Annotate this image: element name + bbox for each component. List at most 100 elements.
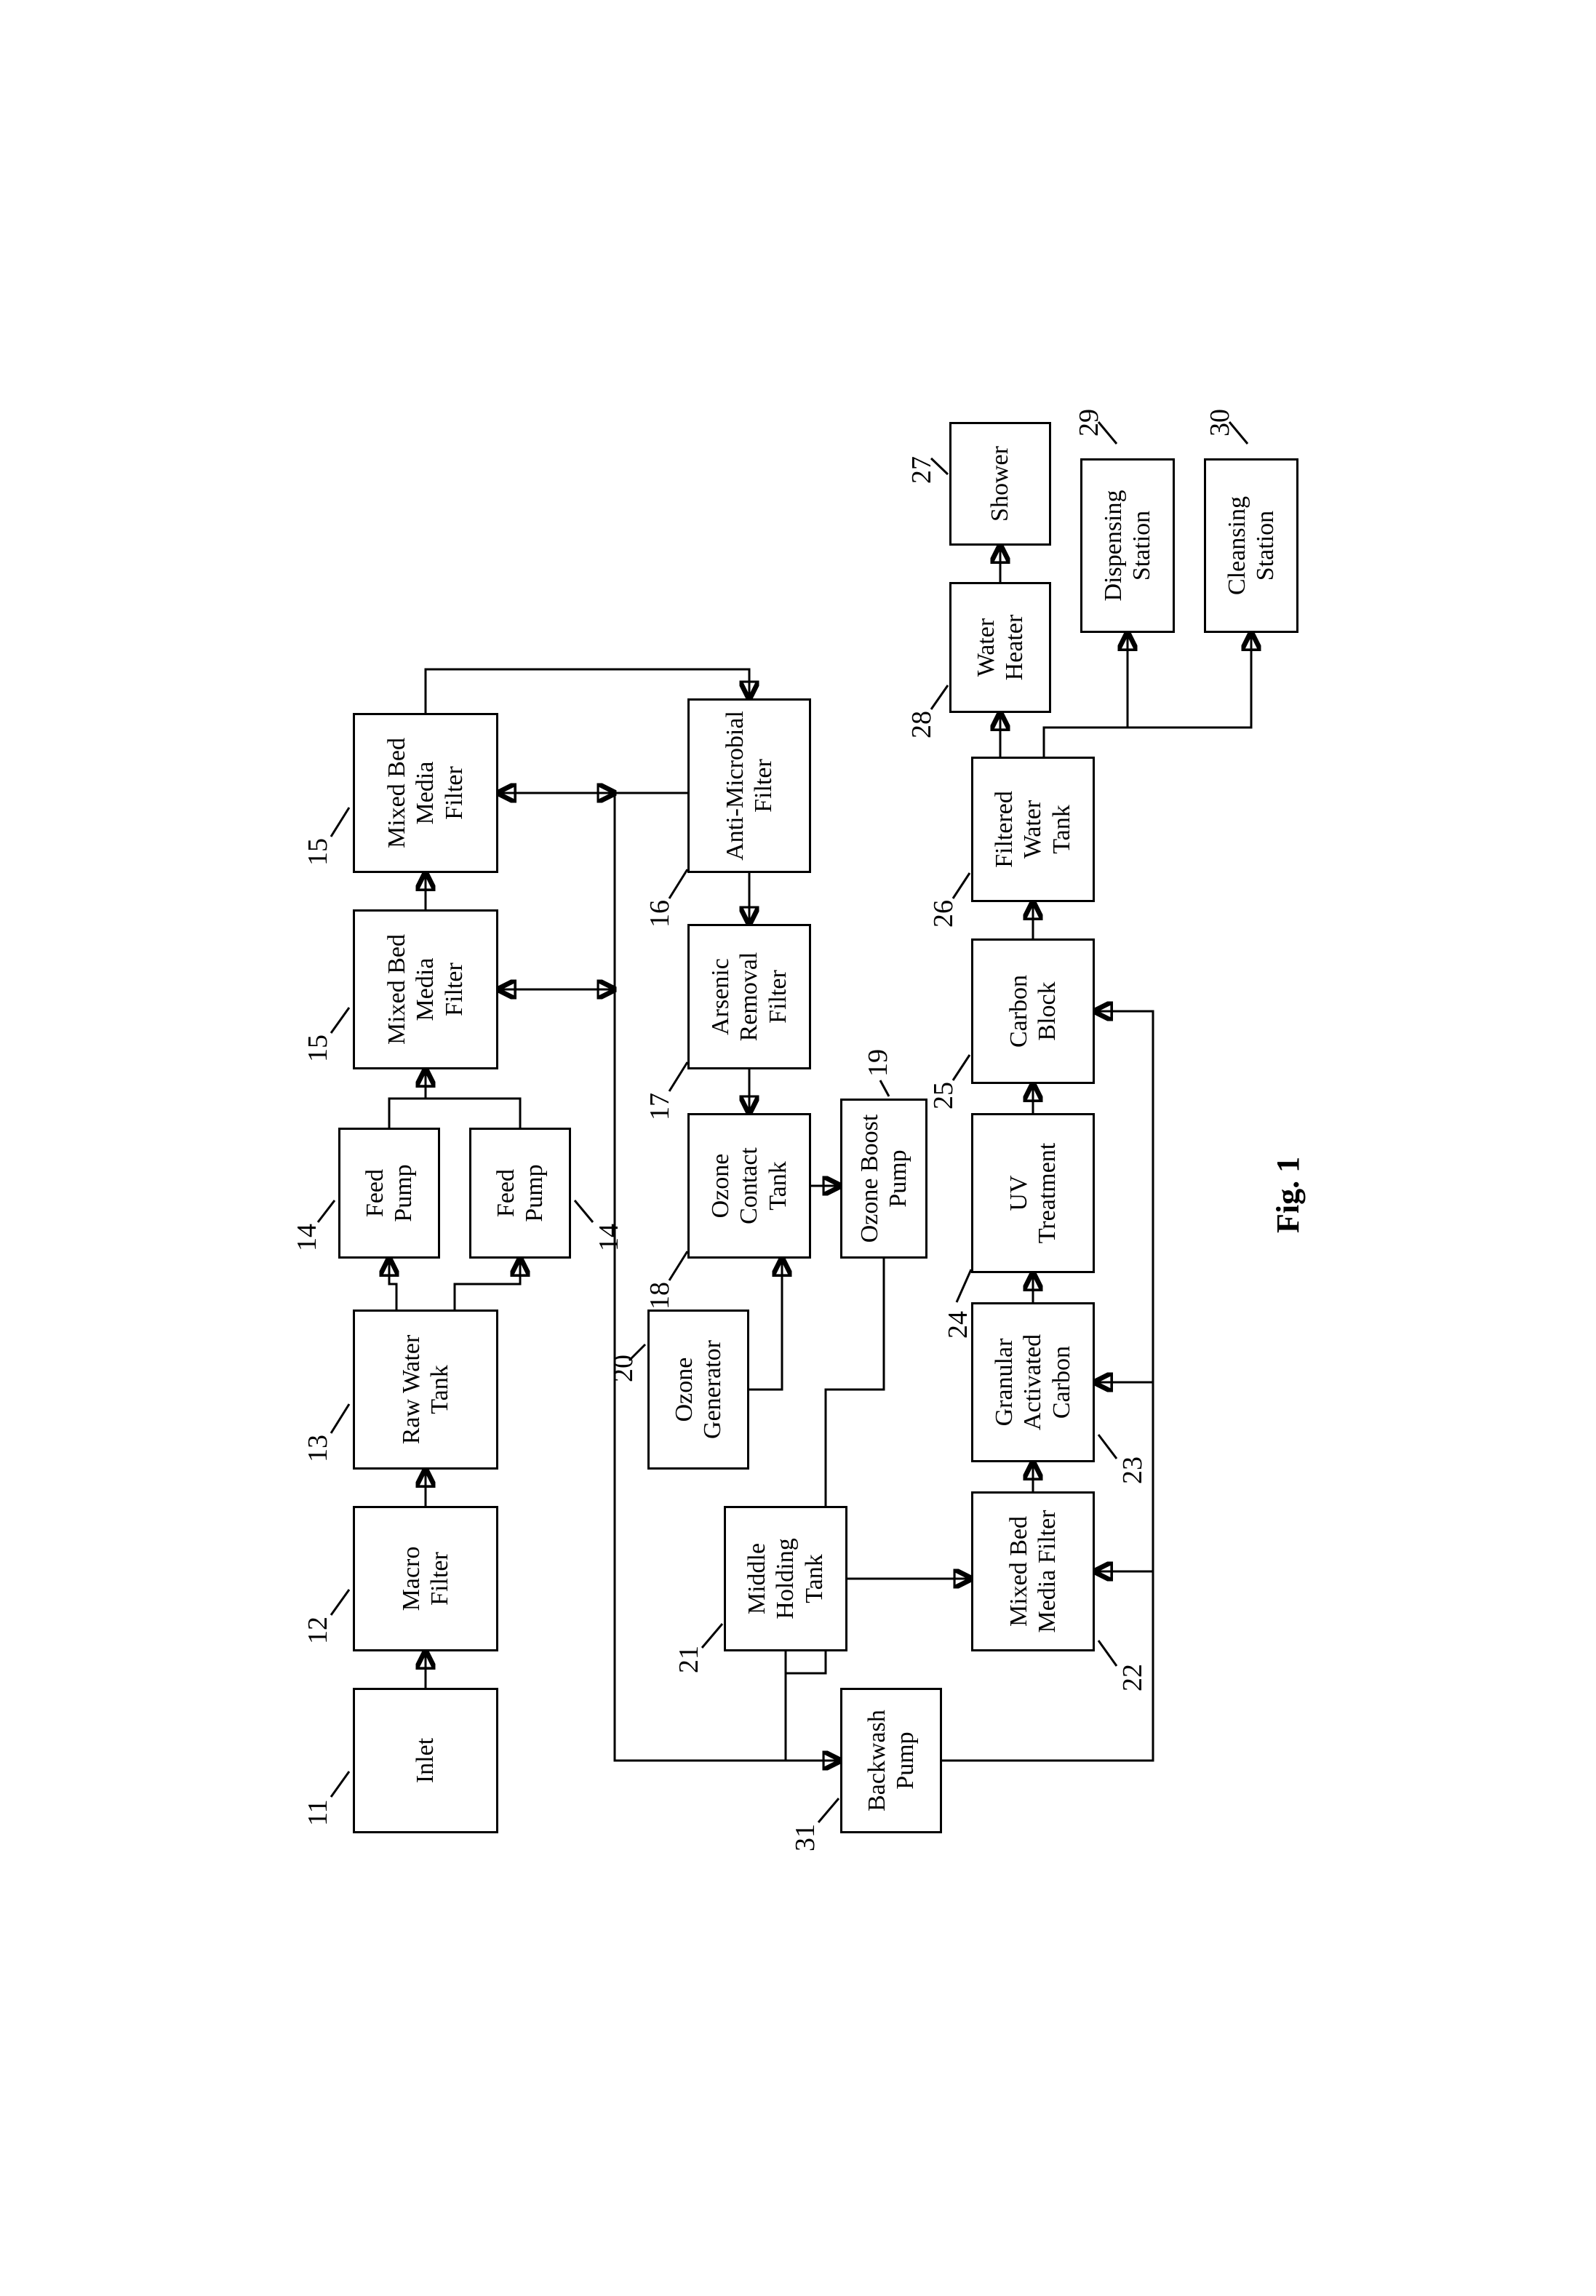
node-label: ArsenicRemovalFilter <box>706 952 791 1042</box>
ref-boost: 19 <box>862 1049 894 1077</box>
node-midtank: MiddleHoldingTank <box>724 1506 847 1651</box>
node-label: CarbonBlock <box>1005 975 1061 1048</box>
ref-leader <box>331 1404 349 1433</box>
edge <box>749 1259 782 1390</box>
node-ozonetank: OzoneContactTank <box>687 1113 811 1259</box>
ref-leader <box>953 873 970 898</box>
node-label: Inlet <box>411 1738 439 1783</box>
ref-mbm3: 22 <box>1117 1664 1149 1691</box>
ref-macro: 12 <box>302 1617 334 1644</box>
ref-leader <box>1098 1435 1117 1459</box>
ref-inlet: 11 <box>302 1799 334 1826</box>
node-label: FeedPump <box>492 1164 548 1221</box>
ref-uv: 24 <box>942 1311 974 1339</box>
node-label: FeedPump <box>361 1164 418 1221</box>
node-boost: Ozone BoostPump <box>840 1099 927 1259</box>
ref-gac: 23 <box>1117 1456 1149 1484</box>
page: Fig. 1 Inlet MacroFilter Raw WaterTank Feed… <box>0 0 1596 2296</box>
ref-dispense: 29 <box>1073 409 1105 437</box>
ref-leader <box>669 1251 687 1280</box>
edge <box>455 1259 520 1310</box>
ref-leader <box>331 808 349 837</box>
node-heater: WaterHeater <box>949 582 1051 713</box>
node-label: Mixed BedMedia Filter <box>1005 1510 1061 1633</box>
node-ozonegen: OzoneGenerator <box>647 1310 749 1470</box>
node-inlet: Inlet <box>353 1688 498 1833</box>
ref-arsenic: 17 <box>644 1093 676 1120</box>
node-cblock: CarbonBlock <box>971 938 1095 1084</box>
ref-leader <box>953 1055 970 1080</box>
ref-backwash: 31 <box>789 1824 821 1851</box>
node-rawtank: Raw WaterTank <box>353 1310 498 1470</box>
node-uv: UVTreatment <box>971 1113 1095 1273</box>
ref-rawtank: 13 <box>302 1435 334 1462</box>
node-mbm1: Mixed BedMediaFilter <box>353 909 498 1069</box>
ref-fwt: 26 <box>927 900 959 928</box>
node-label: CleansingStation <box>1223 496 1280 595</box>
ref-leader <box>669 869 687 898</box>
node-label: Raw WaterTank <box>397 1335 454 1445</box>
node-dispense: DispensingStation <box>1080 458 1175 633</box>
ref-leader <box>575 1200 593 1222</box>
node-label: Anti-MicrobialFilter <box>721 711 778 861</box>
ref-antimic: 16 <box>644 900 676 928</box>
node-cleanse: CleansingStation <box>1204 458 1298 633</box>
ref-mbm1: 15 <box>302 1035 334 1062</box>
ref-leader <box>331 1771 349 1797</box>
node-label: OzoneContactTank <box>706 1147 791 1224</box>
ref-midtank: 21 <box>673 1646 705 1673</box>
node-gac: GranularActivatedCarbon <box>971 1302 1095 1462</box>
node-label: DispensingStation <box>1099 490 1156 602</box>
ref-cleanse: 30 <box>1204 409 1236 437</box>
ref-leader <box>331 1008 349 1033</box>
ref-leader <box>1098 1641 1117 1666</box>
node-feed1: FeedPump <box>338 1128 440 1259</box>
node-macro: MacroFilter <box>353 1506 498 1651</box>
ref-heater: 28 <box>906 711 938 738</box>
node-antimic: Anti-MicrobialFilter <box>687 698 811 873</box>
node-label: Shower <box>986 446 1014 522</box>
node-label: UVTreatment <box>1005 1143 1061 1244</box>
ref-shower: 27 <box>906 456 938 484</box>
figure-caption: Fig. 1 <box>1269 1157 1306 1233</box>
ref-leader <box>931 685 948 709</box>
ref-leader <box>331 1590 349 1615</box>
node-feed2: FeedPump <box>469 1128 571 1259</box>
ref-feed1: 14 <box>291 1224 323 1251</box>
ref-ozonetank: 18 <box>644 1282 676 1310</box>
ref-leader <box>880 1080 889 1096</box>
node-arsenic: ArsenicRemovalFilter <box>687 924 811 1069</box>
ref-mbm2: 15 <box>302 838 334 866</box>
node-mbm3: Mixed BedMedia Filter <box>971 1491 1095 1651</box>
node-mbm2: Mixed BedMediaFilter <box>353 713 498 873</box>
node-label: GranularActivatedCarbon <box>990 1334 1075 1430</box>
edge <box>1095 1011 1153 1382</box>
edge <box>1128 633 1251 728</box>
ref-leader <box>318 1200 335 1222</box>
node-label: Mixed BedMediaFilter <box>383 934 468 1045</box>
node-label: MacroFilter <box>397 1547 454 1611</box>
node-label: Ozone BoostPump <box>855 1115 912 1243</box>
edge <box>426 1069 520 1128</box>
node-label: FilteredWaterTank <box>990 791 1075 868</box>
node-label: MiddleHoldingTank <box>743 1538 828 1619</box>
ref-leader <box>957 1269 971 1302</box>
edge <box>389 1259 396 1310</box>
node-label: OzoneGenerator <box>670 1340 727 1439</box>
edge <box>389 1069 426 1128</box>
node-label: Mixed BedMediaFilter <box>383 738 468 848</box>
ref-leader <box>702 1624 722 1648</box>
ref-cblock: 25 <box>927 1082 959 1109</box>
ref-feed2: 14 <box>593 1224 625 1251</box>
edge <box>1044 633 1128 757</box>
diagram-canvas: Fig. 1 Inlet MacroFilter Raw WaterTank Feed… <box>266 407 1335 1892</box>
node-shower: Shower <box>949 422 1051 546</box>
edge <box>786 1651 840 1761</box>
ref-leader <box>669 1062 687 1091</box>
ref-leader <box>818 1798 839 1822</box>
node-backwash: BackwashPump <box>840 1688 942 1833</box>
node-fwt: FilteredWaterTank <box>971 757 1095 902</box>
ref-ozonegen: 20 <box>607 1355 639 1382</box>
node-label: BackwashPump <box>863 1710 919 1811</box>
node-label: WaterHeater <box>972 615 1029 681</box>
